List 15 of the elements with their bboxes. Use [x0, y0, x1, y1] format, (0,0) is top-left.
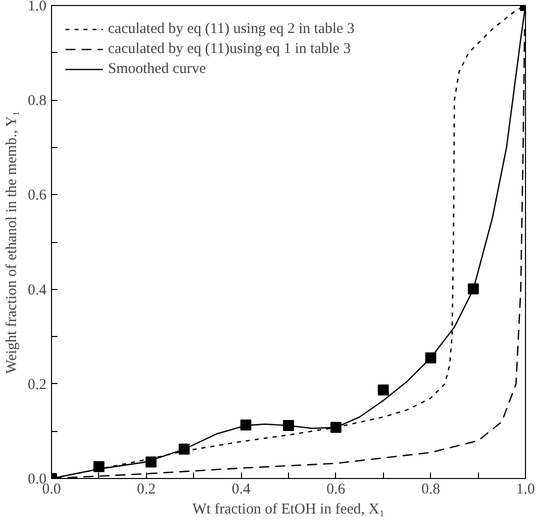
x-axis-title: Wt fraction of EtOH in feed, X₁	[192, 502, 385, 518]
x-tick-label: 1.0	[516, 482, 535, 498]
y-tick-label: 0.8	[28, 93, 46, 110]
x-tick-label: 0.4	[232, 482, 251, 498]
legend-label: caculated by eq (11)using eq 1 in table 3	[108, 40, 351, 58]
y-tick-label: 0.4	[28, 282, 47, 298]
legend-label: caculated by eq (11) using eq 2 in table 3	[108, 20, 354, 38]
x-tick-label: 0.6	[326, 482, 346, 498]
y-tick-label: 0.6	[28, 188, 47, 204]
legend-label: Smoothed curve	[108, 60, 206, 78]
x-tick-label: 0.2	[136, 482, 156, 498]
y-tick-label: 1.0	[28, 0, 46, 14]
y-tick-label: 0.2	[28, 376, 46, 393]
x-tick-label: 0.8	[421, 482, 440, 498]
y-axis-title: Weight fraction of ethanol in the memb., Y₁	[4, 110, 20, 374]
